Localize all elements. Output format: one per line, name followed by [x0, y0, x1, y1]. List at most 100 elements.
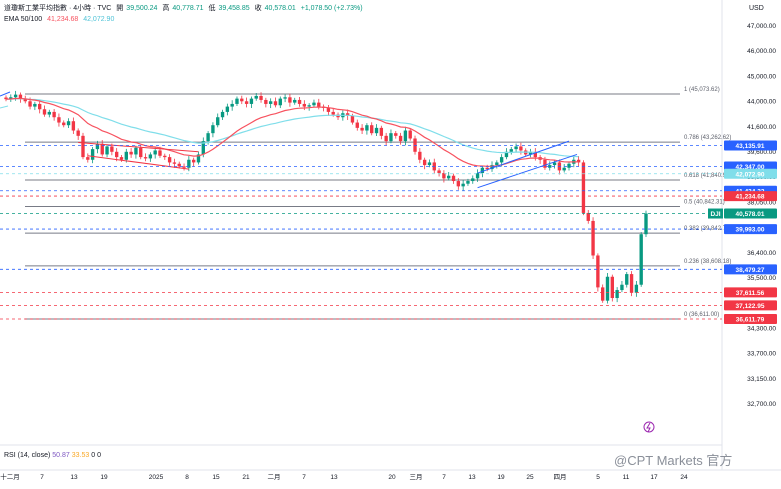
- rsi-legend[interactable]: RSI (14, close) 50.87 33.53 0 0: [4, 452, 101, 459]
- candle-body: [615, 290, 619, 299]
- candle-body: [86, 157, 90, 160]
- candle-body: [148, 154, 153, 159]
- candle-body: [42, 109, 47, 115]
- time-tick-label: 11: [623, 474, 630, 481]
- candle-body: [326, 107, 331, 112]
- candle-body: [206, 133, 210, 142]
- price-tag[interactable]: 39,993.00: [724, 224, 777, 235]
- candle-body: [466, 181, 470, 184]
- fib-level-label: 0.618 (41,840.90): [684, 173, 731, 179]
- time-tick-label: 8: [185, 474, 189, 481]
- candle-body: [509, 149, 513, 152]
- candle-body: [249, 98, 254, 104]
- price-tag-bg: [724, 140, 777, 151]
- ema50-value: 41,234.68: [47, 16, 79, 23]
- flash-icon: [643, 421, 655, 433]
- time-tick-label: 13: [70, 474, 78, 481]
- price-tick-label: 46,000.00: [747, 48, 776, 55]
- price-tag[interactable]: 37,611.56: [724, 287, 777, 298]
- low-value: 39,458.85: [218, 5, 250, 12]
- candle-body: [293, 99, 297, 103]
- candle-body: [576, 159, 581, 163]
- candle-body: [307, 105, 311, 107]
- candle-body: [596, 255, 600, 288]
- candle-body: [442, 173, 446, 179]
- ema100-line: [6, 98, 579, 158]
- candle-body: [124, 151, 128, 160]
- price-tag-bg: [724, 208, 777, 219]
- price-tag-bg: [724, 287, 777, 298]
- fib-level-label: 0.236 (38,608.18): [684, 259, 731, 265]
- candle-body: [610, 276, 614, 299]
- candle-body: [62, 122, 66, 126]
- price-tag-label: 42,072.90: [736, 171, 765, 178]
- price-tag[interactable]: 43,135.91: [724, 140, 777, 151]
- price-tag[interactable]: 41,234.68: [724, 191, 777, 202]
- price-tick-label: 34,300.00: [747, 325, 776, 332]
- price-tag[interactable]: 40,578.01 DJI: [708, 208, 777, 219]
- candle-body: [548, 165, 552, 168]
- fib-level-label: 0.5 (40,842.31): [684, 200, 725, 206]
- candle-body: [196, 154, 201, 163]
- candle-body: [581, 162, 586, 213]
- time-tick-label: 7: [40, 474, 44, 481]
- change-value: +1,078.50 (+2.73%): [300, 5, 363, 12]
- channel-upper-line: [477, 140, 570, 174]
- time-tick-label: 四月: [554, 473, 567, 481]
- symbol-header: 道瓊斯工業平均指數 · 4小時 · TVC 開 39,500.24 高 40,778…: [4, 4, 366, 13]
- price-tick-label: 44,000.00: [747, 99, 776, 106]
- candle-body: [134, 147, 138, 155]
- candle-body: [639, 234, 643, 285]
- candle-body: [4, 97, 8, 100]
- currency-label[interactable]: USD: [749, 5, 764, 12]
- candle-body: [100, 143, 104, 155]
- candle-body: [591, 220, 595, 256]
- candle-body: [562, 167, 566, 171]
- time-tick-label: 25: [526, 474, 534, 481]
- candle-body: [13, 94, 18, 98]
- price-tag[interactable]: 36,611.79: [724, 313, 777, 324]
- candle-body: [629, 274, 634, 293]
- candle-body: [191, 159, 196, 163]
- candle-body: [403, 130, 408, 142]
- open-value: 39,500.24: [126, 5, 158, 12]
- downtrend-upper-line: [78, 141, 199, 153]
- ema-legend[interactable]: EMA 50/100 41,234.68 42,072.90: [4, 15, 117, 24]
- price-tick-label: 33,700.00: [747, 351, 776, 358]
- candle-body: [18, 94, 23, 99]
- candle-body: [297, 99, 302, 104]
- price-tag-label: 36,611.79: [736, 316, 765, 323]
- time-tick-label: 十二月: [0, 472, 20, 481]
- high-value: 40,778.71: [172, 5, 204, 12]
- price-tag-label: 43,135.91: [736, 143, 765, 150]
- candle-body: [355, 122, 359, 128]
- candle-body: [81, 135, 85, 158]
- price-tag-bg: [724, 224, 777, 235]
- candle-body: [360, 127, 364, 131]
- candle-body: [244, 101, 249, 104]
- price-tag[interactable]: 38,479.27: [724, 264, 777, 275]
- candle-body: [504, 151, 509, 158]
- candle-body: [187, 159, 191, 168]
- time-tick-label: 二月: [268, 473, 281, 481]
- candle-body: [350, 115, 355, 123]
- candle-body: [182, 166, 186, 168]
- rsi-ma-value: 33.53: [71, 452, 90, 459]
- low-label: 低: [208, 5, 216, 12]
- time-tick-label: 三月: [410, 473, 423, 481]
- fib-level-label: 0 (36,611.00): [684, 312, 719, 318]
- candle-body: [76, 130, 80, 136]
- candle-body: [201, 141, 205, 155]
- price-tag-label: 37,611.56: [736, 290, 765, 297]
- candle-body: [620, 284, 624, 291]
- price-tag-label: 38,479.27: [736, 267, 765, 274]
- price-tag[interactable]: 37,122.95: [724, 300, 777, 311]
- candle-body: [605, 276, 610, 301]
- candle-body: [172, 162, 177, 164]
- candle-body: [119, 157, 124, 160]
- price-tag[interactable]: 42,072.90: [724, 168, 777, 179]
- candle-body: [601, 287, 605, 301]
- candle-body: [158, 150, 162, 156]
